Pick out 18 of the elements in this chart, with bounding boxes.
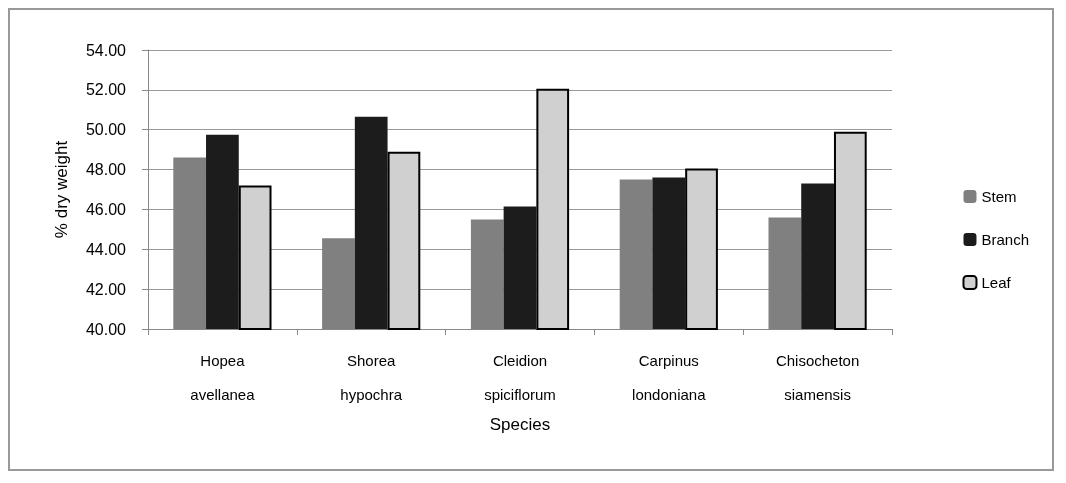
legend-label: Branch	[981, 231, 1029, 248]
y-tick-label: 50.00	[85, 121, 127, 139]
y-tick-label: 40.00	[85, 320, 127, 338]
y-tick-label: 42.00	[85, 280, 127, 298]
y-tick-label: 48.00	[85, 161, 127, 179]
x-axis-title: Species	[489, 414, 551, 434]
legend-label: Stem	[981, 188, 1017, 205]
legend-label: Leaf	[981, 274, 1012, 291]
x-tick-label: Shorea hypochra	[340, 351, 403, 403]
y-tick-label: 46.00	[85, 200, 127, 218]
y-tick-label: 52.00	[85, 81, 127, 99]
x-tick-label: Cleidion spiciflorum	[484, 351, 556, 403]
x-tick-label: Hopea avellanea	[190, 351, 256, 403]
x-tick-label: Carpinus londoniana	[632, 351, 707, 403]
y-axis-title: % dry weight	[52, 140, 71, 239]
x-tick-label: Chisocheton siamensis	[775, 351, 860, 403]
y-tick-label: 44.00	[85, 240, 127, 258]
y-tick-label: 54.00	[85, 41, 127, 59]
